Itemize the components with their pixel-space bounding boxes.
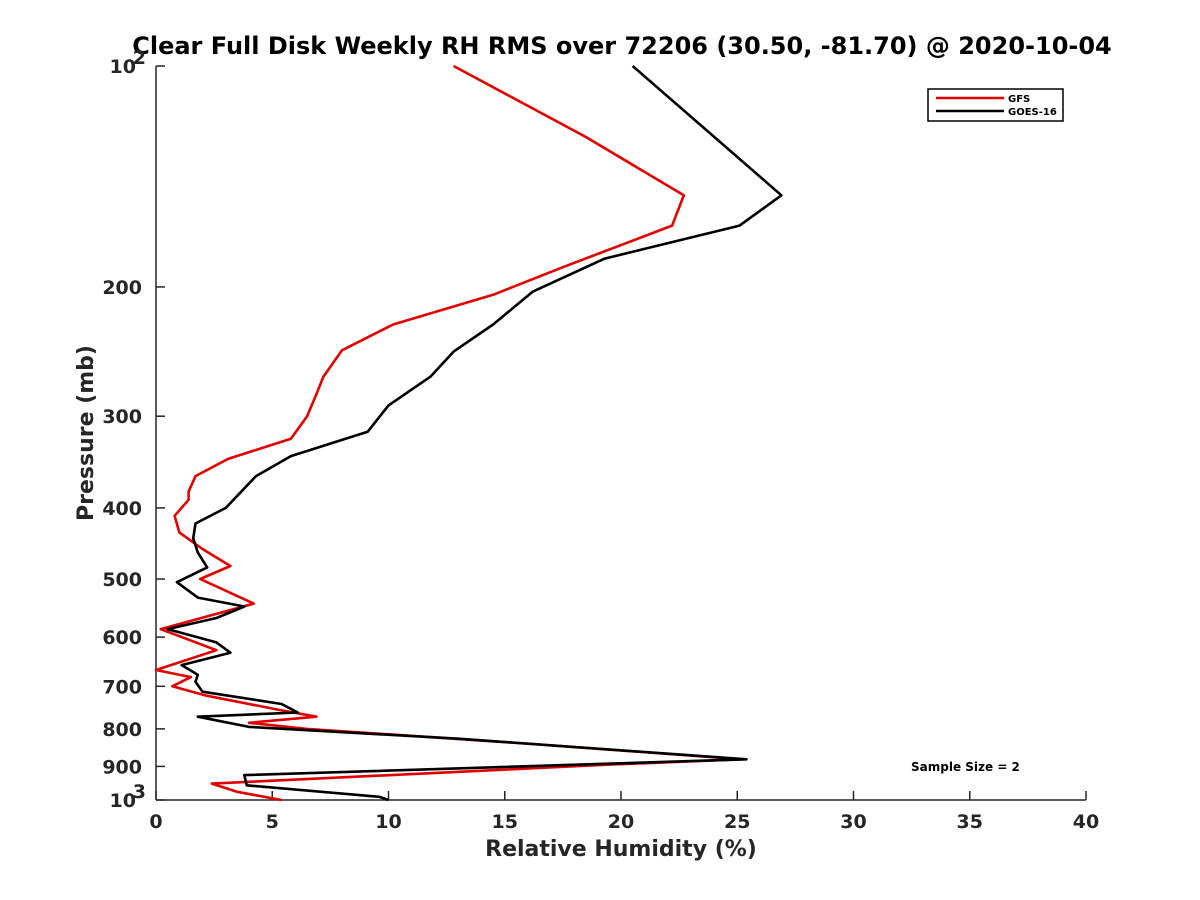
sample-size-annotation: Sample Size = 2: [911, 760, 1020, 774]
legend-box: [927, 88, 1064, 122]
y-tick-label: 200: [102, 277, 142, 299]
y-tick-label: 500: [102, 569, 142, 591]
y-tick-superscript: 3: [133, 781, 146, 803]
x-tick-label: 5: [266, 811, 279, 833]
chart-title: Clear Full Disk Weekly RH RMS over 72206…: [132, 32, 1112, 60]
x-ticks: 0 5 10 15 20 25 30 35 40: [149, 791, 1099, 833]
y-axis-label: Pressure (mb): [74, 345, 99, 521]
y-tick-label: 10: [110, 790, 136, 812]
x-tick-label: 0: [149, 811, 162, 833]
x-tick-label: 25: [724, 811, 750, 833]
x-axis-label: Relative Humidity (%): [485, 837, 757, 862]
x-tick-label: 40: [1073, 811, 1099, 833]
y-tick-label: 700: [102, 676, 142, 698]
y-tick-superscript: 2: [133, 47, 146, 69]
series-line-goes-16: [166, 65, 783, 802]
y-tick-label: 400: [102, 498, 142, 520]
x-tick-label: 20: [608, 811, 634, 833]
legend-label: GOES-16: [1008, 107, 1057, 118]
series-line-gfs: [154, 64, 744, 802]
series-lines: [154, 64, 783, 802]
x-tick-label: 15: [492, 811, 518, 833]
x-tick-label: 35: [957, 811, 983, 833]
y-tick-label: 300: [102, 406, 142, 428]
y-tick-label: 800: [102, 719, 142, 741]
y-tick-label: 900: [102, 756, 142, 778]
y-tick-label: 10: [110, 56, 136, 78]
y-tick-label: 600: [102, 627, 142, 649]
plot-area: 0 5 10 15 20 25 30 35 40 21020030040050060070080…: [102, 47, 1099, 833]
x-tick-label: 30: [840, 811, 866, 833]
x-tick-label: 10: [375, 811, 401, 833]
legend-label: GFS: [1008, 94, 1030, 105]
legend: GFS GOES-16: [927, 88, 1064, 122]
